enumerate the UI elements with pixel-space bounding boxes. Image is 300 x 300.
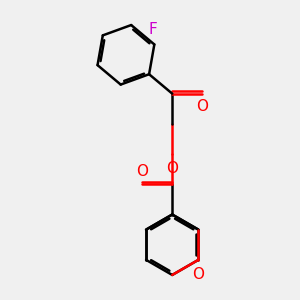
Text: F: F — [148, 22, 157, 38]
Text: O: O — [192, 267, 204, 282]
Text: O: O — [136, 164, 148, 178]
Text: O: O — [166, 161, 178, 176]
Text: O: O — [196, 99, 208, 114]
